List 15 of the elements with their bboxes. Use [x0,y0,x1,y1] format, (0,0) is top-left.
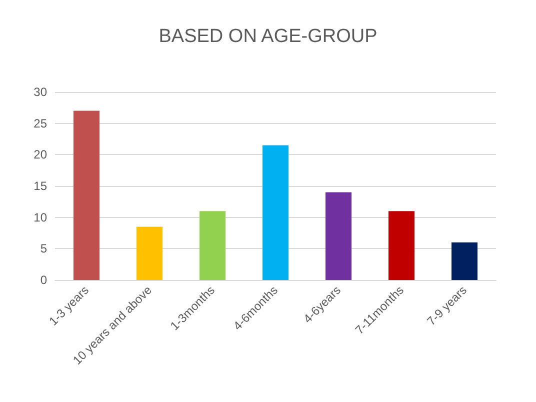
y-tick-label: 10 [34,210,48,224]
chart-title: BASED ON AGE-GROUP [158,26,378,47]
y-tick-label: 30 [34,85,48,99]
bar [452,242,478,280]
y-tick-label: 15 [34,179,48,193]
bar [136,226,162,280]
bar [74,110,100,280]
y-tick-label: 5 [40,242,48,256]
y-tick-label: 20 [34,148,48,162]
y-tick-label: 0 [40,273,48,287]
bar [388,211,414,280]
bar [262,145,288,280]
bar [326,192,352,280]
y-tick-label: 25 [34,116,48,130]
bar [200,211,226,280]
